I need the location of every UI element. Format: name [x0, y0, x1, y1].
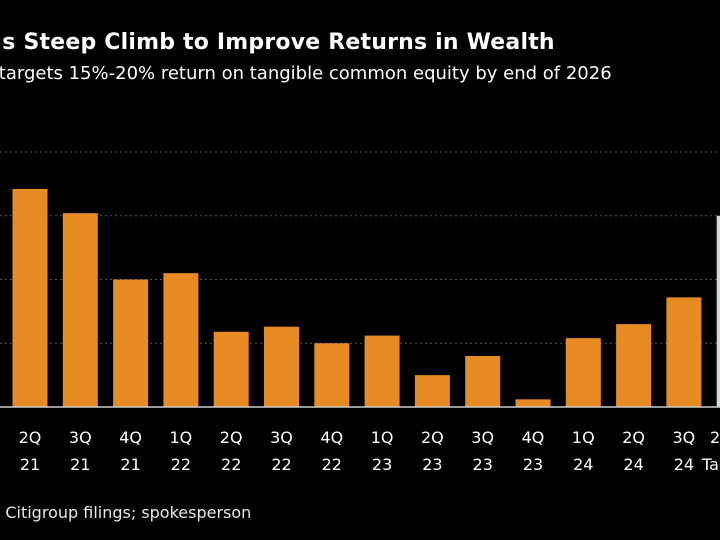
gridlines [0, 151, 720, 344]
x-tick-year: 23 [523, 455, 543, 474]
x-tick-year: 23 [473, 455, 493, 474]
bar [12, 188, 48, 407]
x-tick-quarter: 4Q [522, 428, 545, 447]
bar [314, 343, 350, 407]
x-tick-quarter: 1Q [572, 428, 595, 447]
chart-title: i’s Steep Climb to Improve Returns in We… [0, 30, 555, 55]
bars [12, 188, 720, 407]
target-bar [716, 215, 720, 407]
bar [213, 331, 249, 407]
x-tick-quarter: 3Q [69, 428, 92, 447]
x-tick-quarter: 3Q [270, 428, 293, 447]
x-tick-year: 24 [623, 455, 643, 474]
x-tick-year: Ta [701, 455, 719, 474]
x-tick-year: 23 [422, 455, 442, 474]
bar [113, 279, 149, 407]
x-tick-year: 22 [322, 455, 342, 474]
bar [163, 273, 199, 407]
bar [414, 375, 450, 407]
x-tick-quarter: 2Q [220, 428, 243, 447]
bar [465, 356, 501, 407]
bar [565, 338, 601, 407]
x-tick-quarter: 2Q [421, 428, 444, 447]
bar [616, 324, 652, 407]
x-tick-quarter: 2Q [622, 428, 645, 447]
bar [62, 213, 98, 407]
x-tick-quarter: 3Q [471, 428, 494, 447]
x-tick-quarter: 3Q [673, 428, 696, 447]
source-note: rce: Citigroup filings; spokesperson [0, 503, 252, 522]
x-tick-year: 21 [20, 455, 40, 474]
x-tick-year: 21 [70, 455, 90, 474]
bar [515, 399, 551, 407]
x-tick-year: 22 [221, 455, 241, 474]
x-tick-year: 22 [171, 455, 191, 474]
x-tick-year: 24 [674, 455, 694, 474]
x-tick-year: 22 [271, 455, 291, 474]
x-tick-year: 23 [372, 455, 392, 474]
x-tick-year: 24 [573, 455, 593, 474]
bar [264, 326, 299, 407]
x-tick-quarter: 4Q [320, 428, 343, 447]
x-tick-quarter: 2Q [19, 428, 42, 447]
x-axis-labels: 2Q213Q214Q211Q222Q223Q224Q221Q232Q233Q23… [19, 428, 720, 474]
x-tick-year: 21 [120, 455, 140, 474]
x-tick-quarter: 1Q [371, 428, 394, 447]
x-tick-quarter: 2 [710, 428, 720, 447]
chart-subtitle: t targets 15%-20% return on tangible com… [0, 63, 612, 84]
x-tick-quarter: 4Q [119, 428, 142, 447]
bar [666, 297, 702, 407]
bar [364, 335, 400, 407]
x-tick-quarter: 1Q [170, 428, 193, 447]
